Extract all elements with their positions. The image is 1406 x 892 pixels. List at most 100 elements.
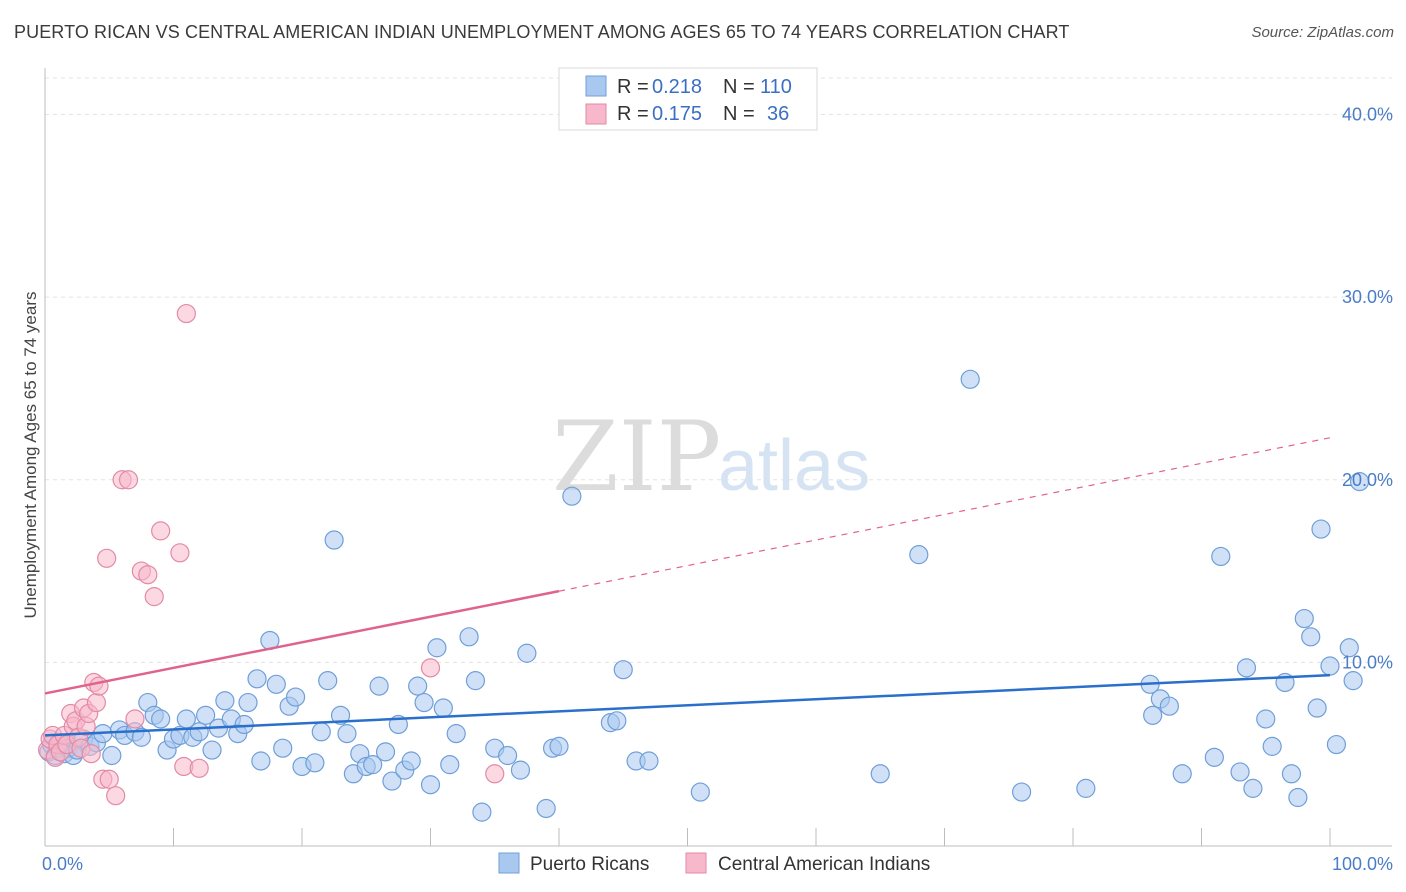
puerto-ricans-point-61 [420, 775, 441, 795]
series-central-american-indians [37, 303, 505, 806]
puerto-ricans-point-54 [375, 742, 396, 762]
puerto-ricans-point-81 [639, 751, 659, 771]
puerto-ricans-point-36 [251, 751, 271, 771]
y-axis-label: Unemployment Among Ages 65 to 74 years [21, 292, 40, 619]
legend-n-value-1: 110 [760, 76, 792, 98]
puerto-ricans-point-73 [536, 798, 556, 819]
puerto-ricans-point-83 [870, 764, 890, 784]
puerto-ricans-point-110 [1343, 671, 1363, 691]
central-american-indians-point-29 [144, 587, 164, 607]
legend: R = 0.218 N = 110 R = 0.175 N = 36 [558, 67, 818, 131]
puerto-ricans-point-101 [1281, 764, 1302, 784]
y-tick-label-1: 20.0% [1342, 470, 1393, 490]
puerto-ricans-point-64 [440, 755, 460, 775]
legend-n-label-1: N = [723, 76, 755, 98]
central-american-indians-point-22 [99, 769, 119, 789]
central-american-indians-point-28 [138, 565, 158, 585]
series-puerto-ricans [39, 369, 1370, 822]
puerto-ricans-point-75 [549, 736, 569, 756]
puerto-ricans-point-96 [1236, 658, 1257, 678]
central-american-indians-trend-solid [44, 589, 560, 695]
legend-r-value-1: 0.218 [652, 76, 702, 98]
puerto-ricans-point-72 [517, 643, 537, 663]
puerto-ricans-point-17 [131, 727, 151, 747]
source-label: Source: ZipAtlas.com [1251, 24, 1394, 41]
y-tick-label-3: 40.0% [1342, 105, 1393, 125]
y-tick-labels: 10.0% 20.0% 30.0% 40.0% [1342, 105, 1393, 673]
puerto-ricans-point-52 [363, 755, 383, 775]
puerto-ricans-point-63 [433, 698, 453, 718]
legend-r-label-1: R = [617, 76, 649, 98]
puerto-ricans-point-38 [266, 674, 286, 694]
central-american-indians-point-16 [81, 744, 101, 764]
puerto-ricans-point-82 [690, 782, 710, 802]
puerto-ricans-point-91 [1159, 696, 1179, 716]
central-american-indians-point-19 [89, 676, 109, 696]
puerto-ricans-point-43 [305, 753, 325, 773]
legend-swatch-blue [585, 75, 607, 97]
bottom-legend: Puerto Ricans Central American Indians [498, 852, 930, 875]
bottom-legend-swatch-pink [685, 852, 707, 874]
central-american-indians-point-34 [189, 758, 209, 778]
puerto-ricans-point-68 [472, 802, 492, 822]
puerto-ricans-point-58 [401, 751, 421, 771]
puerto-ricans-point-102 [1288, 787, 1308, 808]
y-tick-label-0: 10.0% [1342, 652, 1393, 672]
puerto-ricans-point-95 [1230, 762, 1250, 782]
puerto-ricans-point-39 [273, 738, 293, 758]
legend-n-value-2: 36 [767, 103, 789, 125]
puerto-ricans-point-60 [414, 692, 434, 713]
puerto-ricans-point-86 [1011, 782, 1032, 802]
central-american-indians-point-30 [151, 521, 171, 541]
puerto-ricans-point-76 [562, 486, 582, 506]
puerto-ricans-point-70 [498, 745, 518, 766]
puerto-ricans-point-55 [382, 771, 402, 791]
watermark-atlas: atlas [718, 426, 870, 506]
puerto-ricans-point-47 [330, 705, 351, 725]
axes [44, 68, 1392, 847]
central-american-indians-point-18 [86, 692, 107, 713]
legend-r-value-2: 0.175 [652, 103, 702, 125]
puerto-ricans-point-59 [408, 676, 428, 696]
puerto-ricans-point-28 [202, 740, 222, 760]
puerto-ricans-point-33 [234, 714, 254, 735]
puerto-ricans-point-41 [285, 687, 306, 707]
legend-swatch-pink [585, 103, 607, 125]
puerto-ricans-point-35 [247, 669, 267, 689]
puerto-ricans-point-84 [909, 545, 929, 565]
chart-title: PUERTO RICAN VS CENTRAL AMERICAN INDIAN … [14, 22, 1070, 42]
trend-lines [44, 437, 1331, 737]
puerto-ricans-point-111 [1349, 471, 1370, 492]
puerto-ricans-point-62 [427, 638, 447, 658]
grid-lines [45, 77, 1392, 663]
puerto-ricans-point-98 [1256, 709, 1276, 729]
puerto-ricans-point-99 [1262, 736, 1282, 756]
watermark: ZIP atlas [552, 401, 870, 513]
puerto-ricans-point-97 [1243, 778, 1263, 798]
puerto-ricans-point-87 [1076, 778, 1096, 798]
central-american-indians-point-26 [125, 709, 145, 729]
puerto-ricans-point-27 [196, 705, 216, 725]
puerto-ricans-point-44 [311, 722, 331, 742]
y-tick-label-2: 30.0% [1342, 287, 1393, 307]
puerto-ricans-point-34 [238, 692, 258, 713]
puerto-ricans-point-85 [960, 369, 980, 389]
puerto-ricans-point-108 [1326, 734, 1347, 755]
puerto-ricans-point-105 [1307, 698, 1327, 718]
central-american-indians-point-31 [170, 543, 190, 563]
puerto-ricans-point-53 [369, 676, 389, 696]
bottom-legend-label-central-american-indians: Central American Indians [718, 854, 930, 875]
x-tick-label-1: 100.0% [1332, 854, 1393, 874]
x-tick-labels: 0.0% 100.0% [42, 854, 1393, 874]
puerto-ricans-point-30 [215, 691, 235, 711]
central-american-indians-point-25 [118, 470, 139, 490]
puerto-ricans-point-67 [465, 671, 486, 691]
central-american-indians-point-21 [97, 548, 117, 568]
puerto-ricans-point-46 [324, 530, 344, 550]
puerto-ricans-point-48 [337, 724, 357, 744]
bottom-legend-swatch-blue [498, 852, 520, 874]
puerto-ricans-point-89 [1143, 705, 1163, 725]
central-american-indians-point-35 [420, 658, 441, 678]
puerto-ricans-point-94 [1211, 546, 1231, 567]
